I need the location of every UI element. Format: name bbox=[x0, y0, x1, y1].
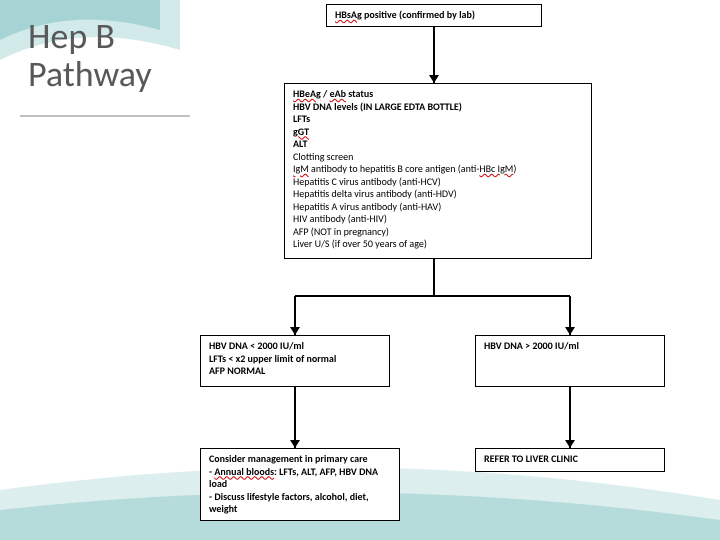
page-title: Hep B Pathway bbox=[28, 18, 152, 94]
flow-edge-segment bbox=[569, 387, 571, 448]
flow-node-n1: HBsAg positive (confirmed by lab) bbox=[326, 4, 542, 27]
flow-node-line: REFER TO LIVER CLINIC bbox=[484, 453, 656, 466]
flow-edge-segment bbox=[434, 295, 570, 297]
flow-node-n6: REFER TO LIVER CLINIC bbox=[475, 448, 665, 472]
title-underline bbox=[20, 115, 190, 117]
arrow-head-icon bbox=[429, 75, 439, 83]
arrow-head-icon bbox=[290, 327, 300, 335]
arrow-head-icon bbox=[290, 440, 300, 448]
flow-node-line: HBV DNA > 2000 IU/ml bbox=[484, 340, 656, 353]
arrow-head-icon bbox=[565, 327, 575, 335]
flow-node-line: HBV DNA levels (IN LARGE EDTA BOTTLE) bbox=[293, 101, 583, 114]
flow-node-n2: HBeAg / eAb statusHBV DNA levels (IN LAR… bbox=[284, 83, 592, 259]
flow-node-n4: HBV DNA > 2000 IU/ml bbox=[475, 335, 665, 387]
flow-node-line: - Annual bloods: LFTs, ALT, AFP, HBV DNA… bbox=[209, 466, 391, 491]
flow-node-n5: Consider management in primary care- Ann… bbox=[200, 448, 400, 521]
flow-node-line: - Discuss lifestyle factors, alcohol, di… bbox=[209, 491, 391, 516]
title-line2: Pathway bbox=[28, 52, 152, 96]
flow-node-line: AFP NORMAL bbox=[209, 365, 381, 378]
arrow-head-icon bbox=[565, 440, 575, 448]
flow-node-line: LFTs bbox=[293, 113, 583, 126]
flow-node-line: HBsAg positive (confirmed by lab) bbox=[335, 9, 533, 22]
flow-node-line: gGT bbox=[293, 126, 583, 139]
flow-node-n3: HBV DNA < 2000 IU/mlLFTs < x2 upper limi… bbox=[200, 335, 390, 387]
flow-edge-segment bbox=[295, 295, 434, 297]
flow-edge-segment bbox=[294, 387, 296, 448]
flow-edge-segment bbox=[433, 259, 435, 296]
flow-node-line: Liver U/S (if over 50 years of age) bbox=[293, 238, 583, 251]
